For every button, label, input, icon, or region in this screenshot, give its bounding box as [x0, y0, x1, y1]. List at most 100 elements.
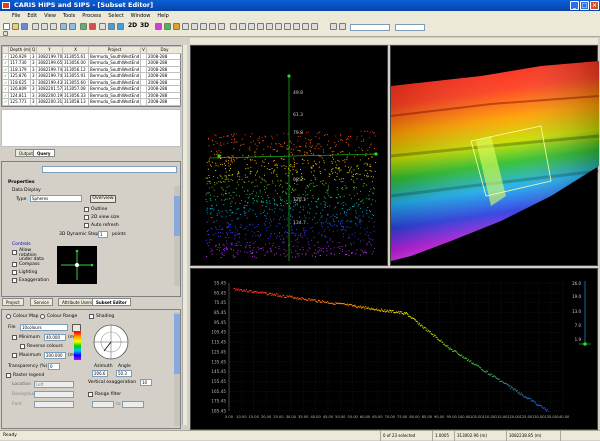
row2-icon[interactable] [3, 31, 8, 36]
compass-checkbox[interactable] [12, 262, 17, 267]
file-browse-button[interactable] [72, 324, 81, 332]
measure-icon[interactable] [200, 23, 207, 30]
menu-window[interactable]: Window [130, 12, 151, 19]
view-size-checkbox[interactable] [84, 215, 89, 220]
delete-icon[interactable] [89, 23, 96, 30]
colour-map-radio[interactable] [6, 314, 11, 319]
mode-3d-button[interactable]: 3D [140, 22, 150, 29]
scale-combo[interactable] [395, 24, 425, 31]
profile-view[interactable]: 55.45 65.45 75.45 85.45 95.45 105.45 115.45 125… [190, 268, 598, 430]
minimize-button[interactable]: _ [570, 1, 579, 10]
layer-combo[interactable] [350, 24, 390, 31]
axis-handle[interactable] [287, 74, 291, 78]
angle-input[interactable]: 50.3 [116, 370, 132, 377]
open-icon[interactable] [12, 23, 19, 30]
tile-icon[interactable] [239, 23, 246, 30]
outline-checkbox[interactable] [84, 207, 89, 212]
refresh-icon[interactable] [191, 23, 198, 30]
lighting-checkbox[interactable] [12, 270, 17, 275]
background-select[interactable] [34, 391, 74, 398]
auto-refresh-checkbox[interactable] [84, 223, 89, 228]
undo-icon[interactable] [60, 23, 67, 30]
selection-box[interactable] [470, 125, 552, 197]
shading-checkbox[interactable] [89, 314, 94, 319]
settings-icon[interactable] [275, 23, 282, 30]
menu-view[interactable]: View [44, 12, 56, 19]
tab-query[interactable]: Query [33, 149, 55, 157]
table-icon[interactable] [266, 23, 273, 30]
font-select[interactable] [34, 401, 74, 408]
overview-button[interactable]: Overview [90, 195, 116, 203]
3d-point-view[interactable]: 49.8 61.3 79.8 98.2 120.1 134.7 [190, 45, 388, 266]
menu-process[interactable]: Process [82, 12, 102, 19]
save-icon[interactable] [21, 23, 28, 30]
tab-subset-editor[interactable]: Subset Editor [92, 298, 131, 306]
vertical-exaggeration-input[interactable]: 10 [140, 379, 152, 386]
filter-icon[interactable] [164, 23, 171, 30]
tool-icon[interactable] [284, 23, 291, 30]
surface-view[interactable] [390, 45, 600, 266]
new-icon[interactable] [3, 23, 10, 30]
axis-handle[interactable] [374, 152, 378, 156]
project-icon[interactable] [80, 23, 87, 30]
colour-range-radio[interactable] [40, 314, 45, 319]
tab-attribute-users[interactable]: Attribute Users [58, 298, 97, 306]
grid-icon[interactable] [230, 23, 237, 30]
menu-help[interactable]: Help [157, 12, 169, 19]
azimuth-input[interactable]: 206.6 [92, 370, 108, 377]
raster-legend-checkbox[interactable] [6, 373, 11, 378]
properties-scrollbar[interactable] [174, 186, 180, 286]
transparency-input[interactable]: 0 [48, 363, 60, 370]
color-icon[interactable] [173, 23, 180, 30]
range-filter-checkbox[interactable] [88, 392, 93, 397]
lock-icon[interactable] [302, 23, 309, 30]
menu-file[interactable]: File [12, 12, 21, 19]
extra-icon-2[interactable] [339, 23, 346, 30]
file-select[interactable]: 10colours [20, 324, 68, 331]
range-min-input[interactable] [92, 401, 114, 408]
shading-dial[interactable] [90, 322, 132, 362]
view-icon[interactable] [248, 23, 255, 30]
redo-icon[interactable] [69, 23, 76, 30]
layer-icon[interactable] [155, 23, 162, 30]
zoom-in-icon[interactable] [108, 23, 115, 30]
axis-handle[interactable] [217, 154, 221, 158]
mode-2d-button[interactable]: 2D [128, 22, 138, 29]
dynamic-step-input[interactable]: 1 [98, 231, 108, 238]
exaggeration-checkbox[interactable] [12, 278, 17, 283]
allow-rotation-checkbox[interactable] [12, 250, 17, 255]
extra-icon[interactable] [330, 23, 337, 30]
maximum-input[interactable]: 200.000 [44, 352, 66, 359]
chart-icon[interactable] [257, 23, 264, 30]
range-max-input[interactable] [122, 401, 144, 408]
minimum-checkbox[interactable] [12, 335, 17, 340]
location-select[interactable]: Left [34, 381, 74, 388]
properties-path-field[interactable] [42, 166, 177, 173]
colour-panel-scrollbar[interactable] [174, 312, 180, 426]
help-icon[interactable] [311, 23, 318, 30]
left-splitter[interactable] [182, 45, 187, 425]
copy-icon[interactable] [41, 23, 48, 30]
type-select[interactable]: Spheres [30, 195, 82, 202]
minimum-input[interactable]: 40.000 [44, 334, 66, 341]
maximum-checkbox[interactable] [12, 353, 17, 358]
flag-icon[interactable] [293, 23, 300, 30]
reverse-colours-checkbox[interactable] [20, 344, 25, 349]
close-button[interactable]: × [590, 1, 599, 10]
select-icon[interactable] [99, 23, 106, 30]
menu-select[interactable]: Select [108, 12, 124, 19]
compass-preview[interactable] [57, 246, 97, 284]
paste-icon[interactable] [50, 23, 57, 30]
pan-icon[interactable] [182, 23, 189, 30]
pointer-icon[interactable] [218, 23, 225, 30]
maximize-button[interactable]: □ [580, 1, 589, 10]
zoom-out-icon[interactable] [117, 23, 124, 30]
